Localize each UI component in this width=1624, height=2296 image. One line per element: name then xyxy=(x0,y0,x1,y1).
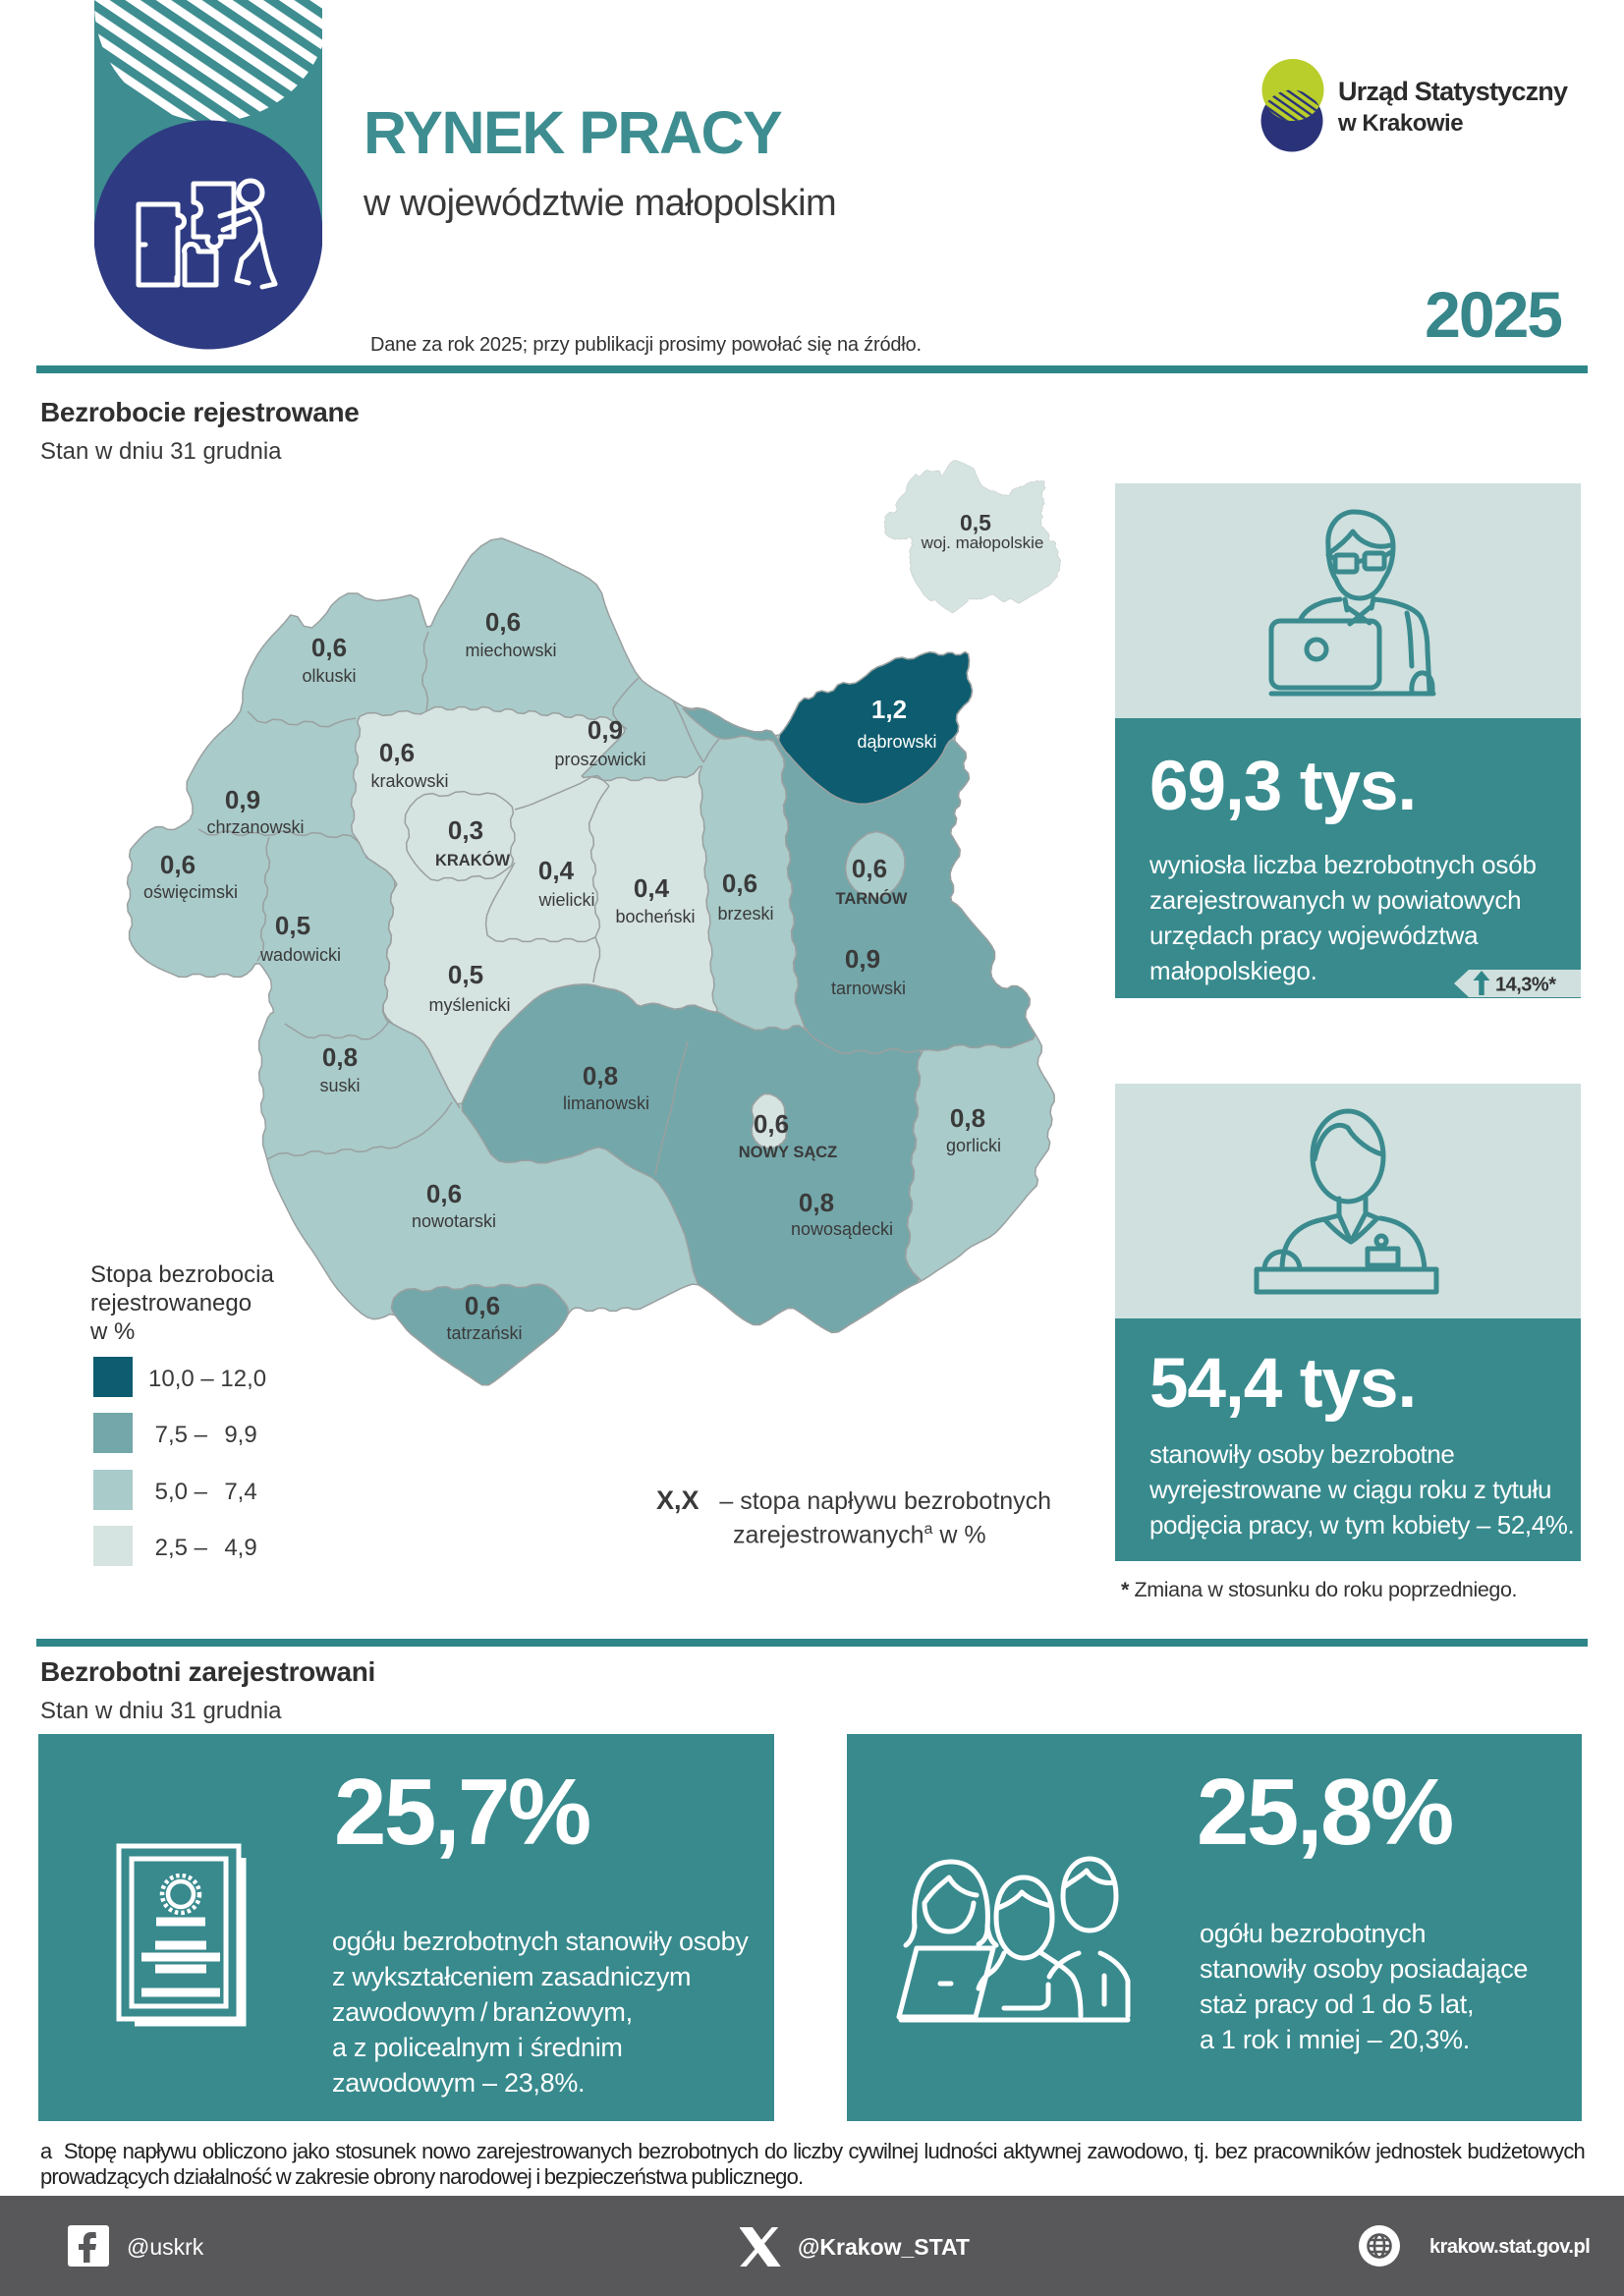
svg-text:0,4: 0,4 xyxy=(634,873,670,903)
svg-text:0,8: 0,8 xyxy=(950,1103,985,1133)
svg-text:miechowski: miechowski xyxy=(465,641,556,660)
svg-text:0,9: 0,9 xyxy=(225,785,260,814)
svg-text:0,6: 0,6 xyxy=(485,607,521,637)
svg-text:nowotarski: nowotarski xyxy=(412,1211,496,1231)
svg-text:0,6: 0,6 xyxy=(379,738,415,767)
svg-text:myślenicki: myślenicki xyxy=(428,995,510,1015)
svg-text:limanowski: limanowski xyxy=(563,1093,649,1113)
svg-text:tarnowski: tarnowski xyxy=(831,979,906,998)
svg-text:0,5: 0,5 xyxy=(960,510,991,535)
svg-text:chrzanowski: chrzanowski xyxy=(206,817,304,837)
svg-text:NOWY SĄCZ: NOWY SĄCZ xyxy=(739,1144,838,1161)
svg-text:0,6: 0,6 xyxy=(426,1179,462,1208)
svg-text:brzeski: brzeski xyxy=(717,904,773,924)
svg-text:0,6: 0,6 xyxy=(852,854,887,883)
svg-text:0,3: 0,3 xyxy=(448,815,483,845)
svg-text:oświęcimski: oświęcimski xyxy=(143,882,238,902)
svg-text:0,9: 0,9 xyxy=(845,944,880,974)
svg-text:0,6: 0,6 xyxy=(754,1109,789,1139)
svg-text:KRAKÓW: KRAKÓW xyxy=(435,851,510,869)
svg-text:wielicki: wielicki xyxy=(537,890,594,910)
svg-text:tatrzański: tatrzański xyxy=(446,1323,522,1343)
svg-text:olkuski: olkuski xyxy=(302,666,356,686)
svg-text:proszowicki: proszowicki xyxy=(554,750,645,769)
svg-text:bocheński: bocheński xyxy=(615,907,695,926)
svg-text:0,5: 0,5 xyxy=(275,911,310,940)
svg-text:0,6: 0,6 xyxy=(465,1291,500,1320)
svg-text:0,9: 0,9 xyxy=(588,715,623,745)
svg-text:0,5: 0,5 xyxy=(448,960,483,989)
svg-text:1,2: 1,2 xyxy=(871,695,907,724)
svg-text:dąbrowski: dąbrowski xyxy=(857,732,936,752)
svg-text:nowosądecki: nowosądecki xyxy=(791,1219,893,1239)
svg-text:woj. małopolskie: woj. małopolskie xyxy=(921,533,1044,552)
svg-text:gorlicki: gorlicki xyxy=(946,1136,1001,1155)
svg-text:0,6: 0,6 xyxy=(160,850,196,879)
svg-text:14,3%*: 14,3%* xyxy=(1495,975,1556,996)
svg-text:0,4: 0,4 xyxy=(538,856,575,885)
svg-text:TARNÓW: TARNÓW xyxy=(835,889,907,908)
svg-text:0,6: 0,6 xyxy=(311,633,347,662)
svg-text:suski: suski xyxy=(319,1076,360,1095)
svg-text:krakowski: krakowski xyxy=(370,771,448,791)
svg-text:0,8: 0,8 xyxy=(799,1188,834,1217)
svg-text:0,8: 0,8 xyxy=(583,1061,618,1091)
svg-text:0,6: 0,6 xyxy=(722,868,757,898)
svg-text:wadowicki: wadowicki xyxy=(259,945,341,965)
svg-text:0,8: 0,8 xyxy=(322,1042,358,1072)
